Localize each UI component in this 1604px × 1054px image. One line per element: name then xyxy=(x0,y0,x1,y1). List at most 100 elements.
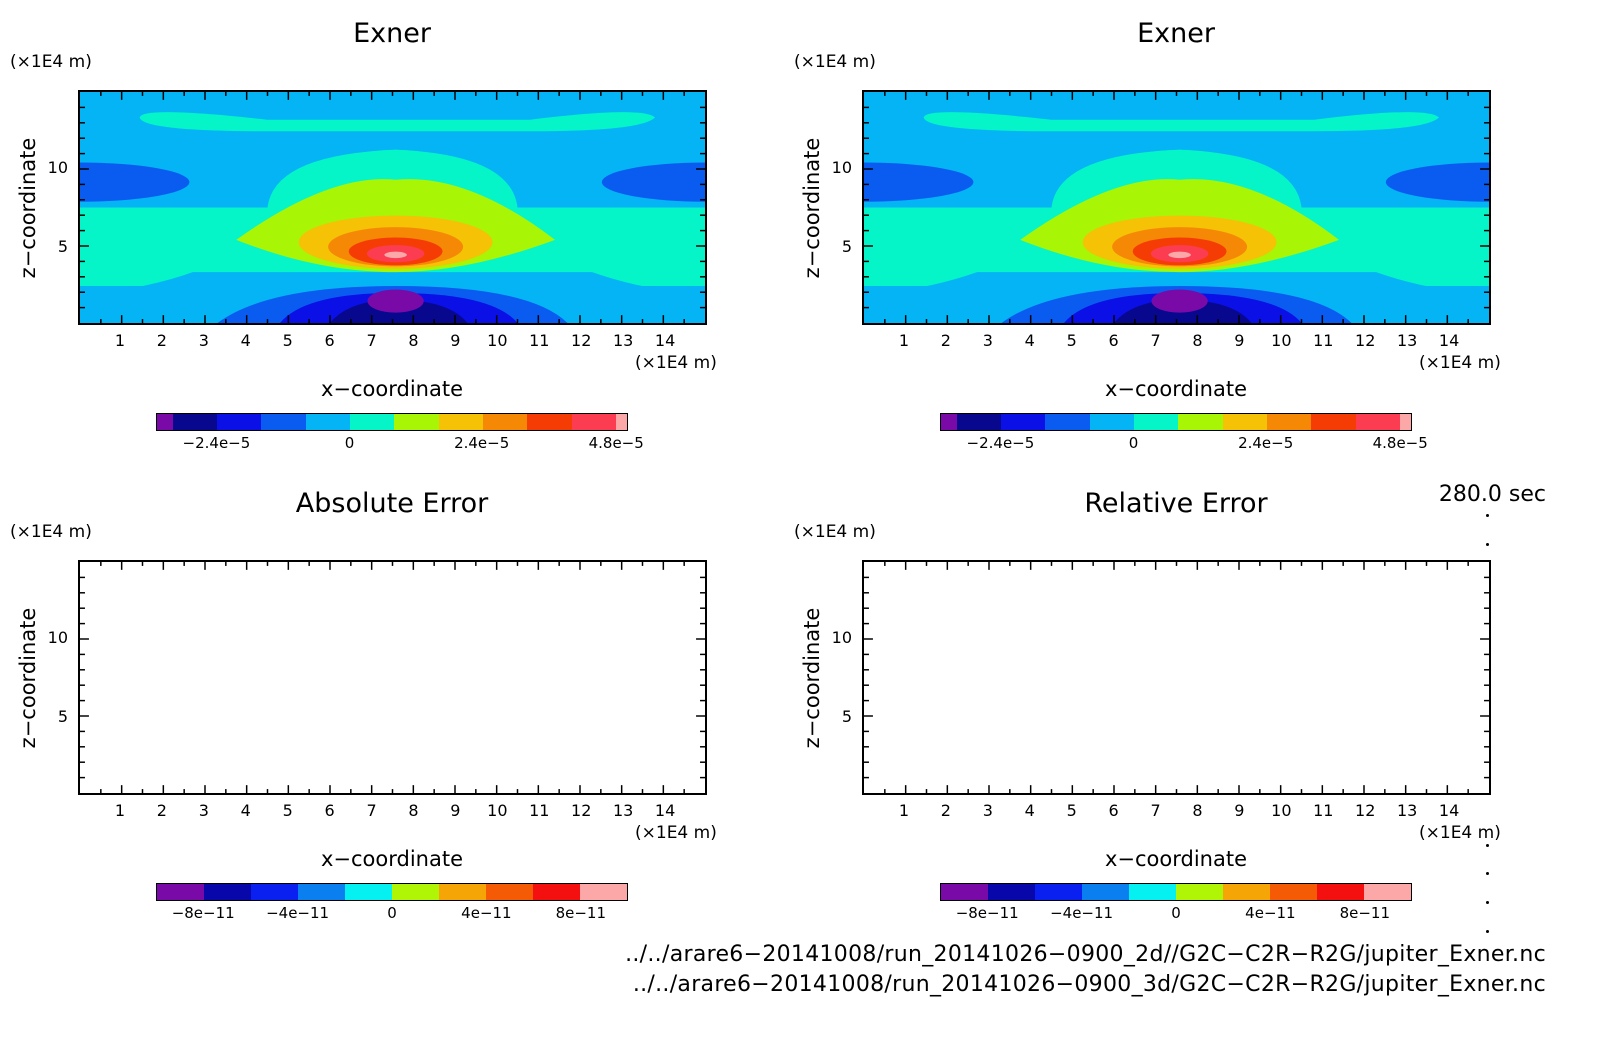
colorbar-label: −8e−11 xyxy=(955,904,1019,922)
plot-area xyxy=(78,90,707,325)
contour-band xyxy=(139,112,656,132)
contour-band xyxy=(864,92,939,104)
x-axis-unit: (×1E4 m) xyxy=(1419,823,1501,843)
y-axis-unit: (×1E4 m) xyxy=(794,52,876,72)
x-tick-label: 5 xyxy=(1066,331,1077,350)
y-tick-label: 10 xyxy=(831,158,852,178)
x-axis-label: x−coordinate xyxy=(1104,847,1248,871)
colorbar-swatch xyxy=(1270,884,1317,900)
y-tick-label: 5 xyxy=(841,236,852,256)
x-tick-label: 8 xyxy=(1192,331,1203,350)
contour-field xyxy=(864,562,1489,793)
colorbar-swatch xyxy=(527,414,572,430)
x-tick-label: 9 xyxy=(1234,331,1245,350)
x-tick-label: 1 xyxy=(898,331,910,350)
colorbar-swatch xyxy=(580,884,627,900)
x-tick-label: 12 xyxy=(571,801,592,820)
chart-title: Exner xyxy=(353,18,431,49)
colorbar-swatch xyxy=(988,884,1035,900)
x-tick-label: 4 xyxy=(1024,801,1035,820)
plot-area xyxy=(78,560,707,795)
chart-panel: Absolute Error (×1E4 m) 1 2 3 4 5 6 7 8 9 10 11 12 13 1… xyxy=(0,470,784,940)
colorbar-label: 0 xyxy=(387,904,397,922)
x-axis-label: x−coordinate xyxy=(1104,377,1248,401)
colorbar-label: 8e−11 xyxy=(1339,904,1391,922)
colorbar-swatch xyxy=(1045,414,1090,430)
x-tick-label: 8 xyxy=(408,801,419,820)
x-tick-label: 9 xyxy=(450,801,461,820)
dot-marker xyxy=(1486,901,1489,904)
plot-area xyxy=(862,90,1491,325)
colorbar-swatch xyxy=(204,884,251,900)
colorbar-swatch xyxy=(941,414,957,430)
x-tick-label: 7 xyxy=(366,801,377,820)
colorbar-swatch xyxy=(956,414,1001,430)
colorbar-label: 0 xyxy=(344,434,355,452)
colorbar-label: 2.4e−5 xyxy=(1238,434,1294,452)
colorbar-swatch xyxy=(439,884,486,900)
x-tick-label: 12 xyxy=(571,331,592,350)
footer-path-3d: ../../arare6−20141008/run_20141026−0900_… xyxy=(632,972,1546,997)
x-tick-label: 7 xyxy=(1150,331,1161,350)
x-tick-label: 2 xyxy=(940,801,951,820)
colorbar-label: −4e−11 xyxy=(266,904,330,922)
y-axis-label: z−coordinate xyxy=(800,607,824,749)
colorbar-swatch xyxy=(298,884,345,900)
colorbar-label: −8e−11 xyxy=(171,904,235,922)
colorbar-swatch xyxy=(157,414,173,430)
footer-path-2d: ../../arare6−20141008/run_20141026−0900_… xyxy=(625,942,1546,967)
x-tick-label: 5 xyxy=(282,801,293,820)
x-tick-label: 6 xyxy=(324,801,335,820)
contour-band xyxy=(80,92,155,104)
colorbar-swatch xyxy=(345,884,392,900)
y-tick-label: 10 xyxy=(831,628,852,648)
x-tick-label: 14 xyxy=(1438,331,1460,350)
contour-band xyxy=(1168,251,1191,259)
colorbar-swatch xyxy=(172,414,217,430)
x-tick-label: 3 xyxy=(198,331,209,350)
colorbar-swatch xyxy=(1176,884,1223,900)
colorbar-swatch xyxy=(941,884,988,900)
colorbar-swatch xyxy=(1129,884,1176,900)
colorbar-swatch xyxy=(1355,414,1400,430)
contour-band xyxy=(601,162,705,202)
colorbar-label: 4e−11 xyxy=(1245,904,1296,922)
y-tick-label: 5 xyxy=(841,706,852,726)
x-axis-unit: (×1E4 m) xyxy=(635,353,717,373)
x-tick-label: 2 xyxy=(156,331,167,350)
chart-panel: Relative Error (×1E4 m) 1 2 3 4 5 6 7 8 9 10 11 12 13 1… xyxy=(784,470,1568,940)
colorbar-swatch xyxy=(1399,414,1412,430)
colorbar-label: 4.8e−5 xyxy=(1372,434,1428,452)
x-tick-label: 13 xyxy=(1396,331,1418,350)
colorbar-swatch xyxy=(1000,414,1046,430)
x-tick-label: 8 xyxy=(408,331,419,350)
contour-band xyxy=(367,289,424,313)
x-tick-label: 14 xyxy=(654,331,676,350)
x-tick-label: 3 xyxy=(982,801,993,820)
x-tick-label: 10 xyxy=(1271,801,1292,820)
colorbar-swatch xyxy=(305,414,350,430)
contour-field xyxy=(80,562,705,793)
y-axis-unit: (×1E4 m) xyxy=(794,522,876,542)
x-tick-label: 1 xyxy=(114,801,126,820)
colorbar-label: 4e−11 xyxy=(461,904,512,922)
colorbar-label: 4.8e−5 xyxy=(588,434,644,452)
contour-band xyxy=(864,162,974,202)
colorbar-swatch xyxy=(615,414,628,430)
x-tick-label: 12 xyxy=(1355,331,1376,350)
colorbar-swatch xyxy=(157,884,204,900)
colorbar xyxy=(940,413,1412,431)
y-axis-label: z−coordinate xyxy=(16,607,40,749)
time-label: 280.0 sec xyxy=(1438,482,1546,507)
colorbar-swatch xyxy=(1035,884,1082,900)
chart-title: Relative Error xyxy=(1084,488,1268,519)
x-tick-label: 14 xyxy=(654,801,676,820)
x-axis-unit: (×1E4 m) xyxy=(635,823,717,843)
colorbar xyxy=(156,413,628,431)
colorbar-swatch xyxy=(533,884,580,900)
contour-band xyxy=(1151,289,1208,313)
y-tick-label: 5 xyxy=(57,236,68,256)
y-tick-label: 10 xyxy=(47,158,68,178)
colorbar-swatch xyxy=(1082,884,1129,900)
colorbar-swatch xyxy=(1178,414,1223,430)
